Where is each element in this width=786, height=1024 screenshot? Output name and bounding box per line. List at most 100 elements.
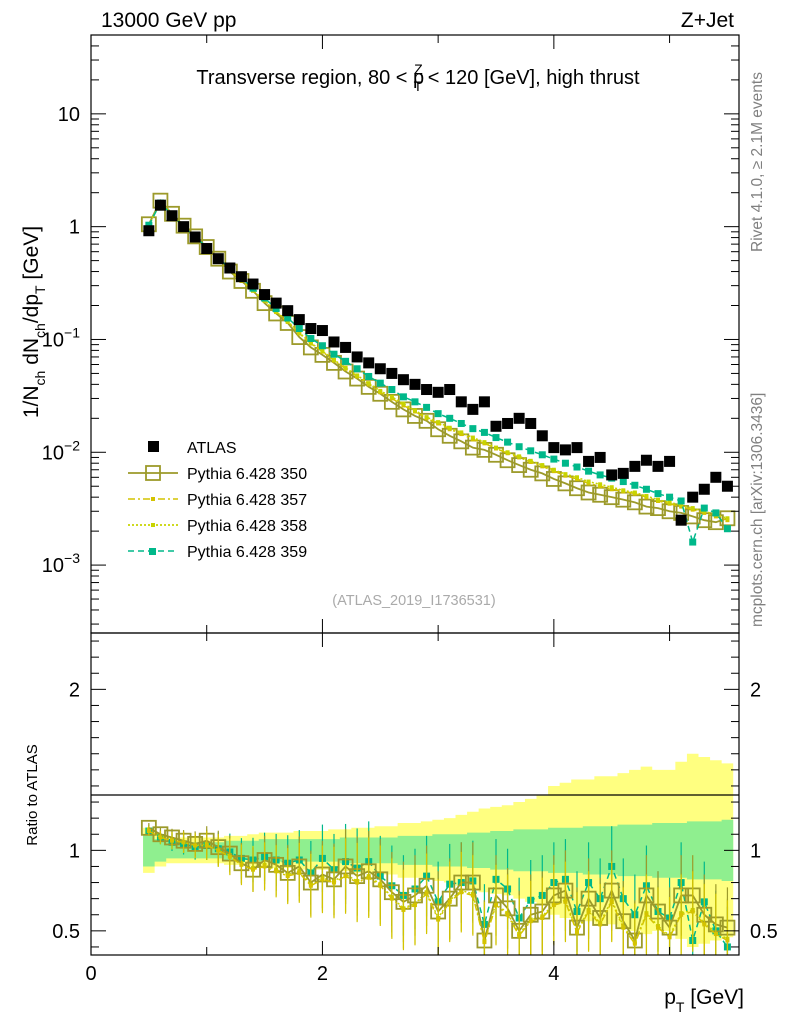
ratio-line-pythia-6-428-359 xyxy=(148,830,729,948)
ratio-point-pythia-6-428-357 xyxy=(355,880,360,885)
main-point-pythia-6-428-359 xyxy=(504,438,512,446)
main-point-pythia-6-428-359 xyxy=(677,497,685,505)
ratio-point-pythia-6-428-357 xyxy=(436,917,441,922)
ratio-point-pythia-6-428-357 xyxy=(146,829,151,834)
main-point-pythia-6-428-359 xyxy=(446,414,454,422)
main-point-pythia-6-428-359 xyxy=(642,485,650,493)
main-point-atlas xyxy=(629,460,641,472)
ratio-point-pythia-6-428-357 xyxy=(632,941,637,946)
main-point-pythia-6-428-359 xyxy=(666,493,674,501)
main-point-atlas xyxy=(166,210,178,222)
legend-marker-358 xyxy=(151,523,155,527)
ratio-point-pythia-6-428-357 xyxy=(713,932,718,937)
main-point-pythia-6-428-359 xyxy=(365,372,373,380)
ratio-point-pythia-6-428-357 xyxy=(551,903,556,908)
legend-marker-350 xyxy=(145,465,161,481)
main-point-pythia-6-428-358 xyxy=(609,485,614,490)
y-tick-label: 10−1 xyxy=(42,324,80,351)
ratio-point-pythia-6-428-357 xyxy=(274,869,279,874)
main-point-pythia-6-428-358 xyxy=(644,493,649,498)
main-point-atlas xyxy=(478,396,490,408)
main-point-atlas xyxy=(536,430,548,442)
main-point-pythia-6-428-358 xyxy=(308,341,313,346)
main-point-pythia-6-428-359 xyxy=(330,350,338,358)
ratio-point-pythia-6-428-357 xyxy=(575,930,579,935)
main-point-atlas xyxy=(640,454,652,466)
ratio-point-pythia-6-428-357 xyxy=(193,843,198,848)
main-point-pythia-6-428-358 xyxy=(505,450,510,455)
ratio-point-pythia-6-428-357 xyxy=(679,912,684,917)
main-point-atlas xyxy=(698,483,710,495)
main-point-pythia-6-428-358 xyxy=(667,500,672,505)
x-tick-label: 4 xyxy=(548,963,559,985)
main-point-atlas xyxy=(305,323,317,335)
ratio-point-pythia-6-428-357 xyxy=(262,864,267,869)
main-point-atlas xyxy=(235,271,247,283)
main-point-pythia-6-428-359 xyxy=(457,419,465,427)
ratio-point-pythia-6-428-357 xyxy=(644,912,649,917)
ratio-point-pythia-6-428-357 xyxy=(505,912,510,917)
main-point-pythia-6-428-359 xyxy=(585,467,593,475)
ratio-point-pythia-6-428-357 xyxy=(320,877,325,882)
main-point-atlas xyxy=(293,314,305,326)
main-point-atlas xyxy=(455,396,467,408)
main-point-atlas xyxy=(259,289,271,301)
main-point-pythia-6-428-359 xyxy=(596,471,604,479)
main-point-pythia-6-428-359 xyxy=(353,365,361,373)
legend-marker-atlas xyxy=(148,441,159,452)
main-point-pythia-6-428-359 xyxy=(376,379,384,387)
ratio-point-pythia-6-428-357 xyxy=(285,874,290,879)
main-point-pythia-6-428-359 xyxy=(469,425,477,433)
main-point-pythia-6-428-358 xyxy=(621,488,626,493)
main-point-atlas xyxy=(490,420,502,432)
main-point-atlas xyxy=(201,243,213,255)
main-point-atlas xyxy=(328,336,340,348)
ratio-plot-panel: 0 2 4 0.5 0.5 1 1 2 2 Ratio to ATLAS pT [GeV] xyxy=(24,632,778,1015)
ratio-point-pythia-6-428-357 xyxy=(424,891,429,896)
ratio-point-pythia-6-428-357 xyxy=(413,903,417,908)
rivet-version-label: Rivet 4.1.0, ≥ 2.1M events xyxy=(749,72,766,252)
main-point-atlas xyxy=(687,491,699,503)
ratio-point-pythia-6-428-357 xyxy=(158,835,163,840)
main-point-pythia-6-428-358 xyxy=(459,430,464,435)
main-point-pythia-6-428-350 xyxy=(187,228,204,245)
main-point-atlas xyxy=(594,451,606,463)
ratio-point-pythia-6-428-357 xyxy=(690,909,695,914)
main-point-atlas xyxy=(143,225,155,237)
ratio-point-pythia-6-428-357 xyxy=(702,922,707,927)
x-tick-label: 2 xyxy=(317,963,328,985)
main-point-pythia-6-428-358 xyxy=(540,463,545,468)
legend-label-350: Pythia 6.428 350 xyxy=(187,466,307,483)
main-point-atlas xyxy=(675,514,687,526)
main-point-atlas xyxy=(559,444,571,456)
main-point-pythia-6-428-359 xyxy=(700,504,708,512)
main-point-pythia-6-428-358 xyxy=(378,388,383,393)
main-point-atlas xyxy=(154,199,166,211)
plot-title: Transverse region, 80 < pZ T < 120 [GeV],… xyxy=(196,61,640,94)
main-point-atlas xyxy=(282,305,294,317)
main-point-pythia-6-428-359 xyxy=(388,386,396,394)
ratio-point-pythia-6-428-357 xyxy=(540,915,545,920)
main-point-pythia-6-428-358 xyxy=(366,381,371,386)
main-plot-panel: 10 1 10−1 10−2 10−3 Transverse region, 80 < … xyxy=(20,34,740,634)
process-label: Z+Jet xyxy=(681,9,734,32)
main-point-pythia-6-428-358 xyxy=(551,467,556,472)
main-point-atlas xyxy=(212,253,224,265)
ratio-y-tick-label-right: 0.5 xyxy=(750,921,778,943)
ratio-point-pythia-6-428-357 xyxy=(598,922,603,927)
main-point-atlas xyxy=(363,357,375,369)
main-point-atlas xyxy=(432,386,444,398)
ratio-point-pythia-6-428-357 xyxy=(586,909,591,914)
main-line-pythia-6-428-358 xyxy=(148,200,728,519)
main-point-atlas xyxy=(421,384,433,396)
ratio-point-pythia-6-428-357 xyxy=(343,874,348,879)
main-point-pythia-6-428-359 xyxy=(538,451,546,459)
main-point-atlas xyxy=(340,341,352,353)
main-point-pythia-6-428-358 xyxy=(482,440,487,445)
y-tick-label: 10−2 xyxy=(42,437,80,464)
main-point-pythia-6-428-358 xyxy=(297,330,302,335)
ratio-point-pythia-6-428-357 xyxy=(297,870,302,875)
main-point-atlas xyxy=(189,231,201,243)
ratio-point-pythia-6-428-357 xyxy=(470,893,475,898)
